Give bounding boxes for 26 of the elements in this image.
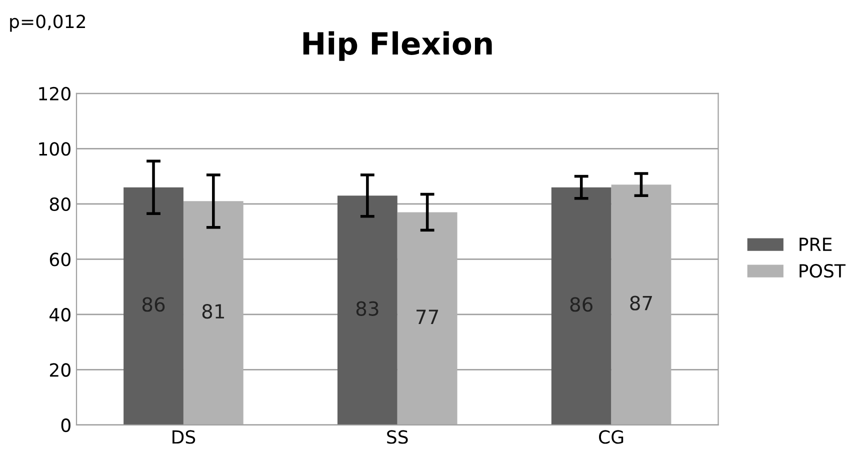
y-tick-label: 120 — [39, 86, 70, 101]
bar — [611, 184, 672, 425]
bar — [124, 187, 184, 425]
x-tick-label: SS — [387, 430, 408, 444]
data-label: 77 — [416, 310, 438, 324]
bar — [397, 212, 458, 425]
y-tick-label: 0 — [61, 418, 70, 432]
data-label: 86 — [570, 297, 592, 312]
chart-title: Hip Flexion — [303, 31, 492, 61]
legend-label: POST — [800, 264, 846, 278]
data-label: 87 — [630, 296, 652, 310]
y-tick-label: 100 — [39, 142, 70, 156]
text: p=0,012 — [10, 14, 85, 32]
x-tick-label: DS — [172, 430, 196, 444]
y-tick-label: 60 — [50, 252, 70, 266]
bar — [183, 201, 244, 425]
y-tick-label: 80 — [50, 197, 70, 212]
data-label: 81 — [202, 304, 224, 319]
x-tick-label: CG — [599, 430, 624, 444]
y-tick-label: 20 — [50, 363, 70, 377]
data-label: 86 — [142, 297, 165, 312]
data-label: 83 — [356, 301, 378, 316]
legend-label: PRE — [800, 238, 832, 251]
y-tick-label: 40 — [50, 308, 70, 322]
bar — [337, 196, 398, 425]
bar — [551, 187, 612, 425]
